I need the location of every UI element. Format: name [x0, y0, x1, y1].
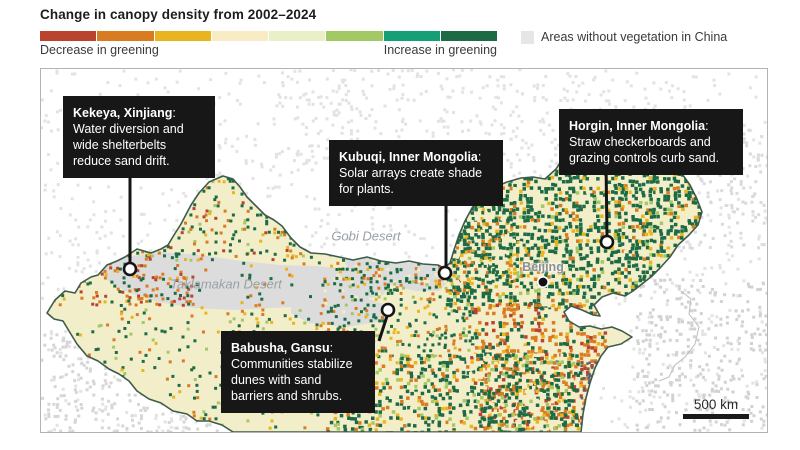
annotation-body: Straw checkerboards and grazing controls…	[569, 135, 720, 165]
annotation-separator: :	[172, 106, 176, 120]
location-marker-horgin	[599, 234, 615, 250]
annotation-box-babusha: Babusha, Gansu: Communities stabilize du…	[221, 331, 375, 413]
ramp-segment	[154, 31, 211, 41]
scale-label: 500 km	[693, 397, 739, 412]
no-vegetation-swatch	[521, 30, 534, 44]
annotation-separator: :	[477, 150, 482, 164]
ramp-label-decrease: Decrease in greening	[40, 43, 159, 57]
annotation-body: Communities stabilize dunes with sand ba…	[231, 357, 353, 403]
annotation-separator: :	[329, 341, 334, 355]
ramp-segment	[269, 31, 326, 41]
annotation-body: Water diversion and wide shelterbelts re…	[73, 122, 184, 168]
ramp-segment	[326, 31, 383, 41]
ramp-segment	[211, 31, 268, 41]
annotation-body: Solar arrays create shade for plants.	[339, 166, 483, 196]
scale-bar	[683, 414, 749, 419]
annotation-title: Babusha, Gansu	[231, 341, 330, 355]
beijing-label: Beijing	[522, 260, 564, 274]
page-title: Change in canopy density from 2002–2024	[40, 7, 317, 22]
location-marker-kubuqi	[437, 265, 453, 281]
ramp-segment	[97, 31, 154, 41]
ramp-segment	[383, 31, 440, 41]
annotation-box-kubuqi: Kubuqi, Inner Mongolia: Solar arrays cre…	[329, 140, 503, 206]
desert-qaidam	[291, 293, 393, 327]
annotation-title: Kekeya, Xinjiang	[73, 106, 173, 120]
desert-label-taklamakan: Taklamakan Desert	[170, 276, 282, 292]
neighbor-border	[658, 290, 700, 382]
ramp-label-increase: Increase in greening	[383, 43, 497, 57]
scale-bar-group: 500 km	[683, 397, 749, 419]
color-ramp	[40, 31, 497, 41]
desert-label-gobi: Gobi Desert	[331, 228, 401, 244]
location-marker-babusha	[380, 302, 396, 318]
ramp-segment	[440, 31, 497, 41]
annotation-title: Horgin, Inner Mongolia	[569, 119, 706, 133]
leader-line-babusha	[377, 312, 390, 342]
annotation-box-horgin: Horgin, Inner Mongolia: Straw checkerboa…	[559, 109, 743, 175]
location-marker-kekeya	[122, 261, 138, 277]
no-vegetation-label: Areas without vegetation in China	[541, 30, 728, 44]
annotation-title: Kubuqi, Inner Mongolia	[339, 150, 478, 164]
annotation-separator: :	[705, 119, 709, 133]
map-canvas: Kekeya, Xinjiang: Water diversion and wi…	[40, 68, 768, 433]
annotation-box-kekeya: Kekeya, Xinjiang: Water diversion and wi…	[63, 96, 215, 178]
ramp-segment	[40, 31, 97, 41]
beijing-dot	[536, 276, 549, 289]
